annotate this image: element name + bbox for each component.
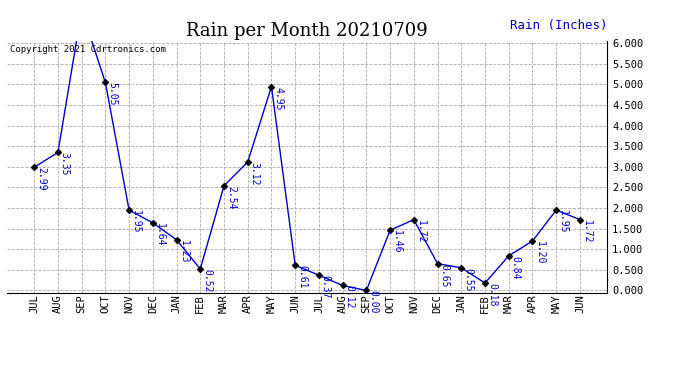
Text: 0.61: 0.61	[297, 266, 307, 289]
Text: 0.65: 0.65	[440, 264, 449, 287]
Text: 1.95: 1.95	[131, 210, 141, 234]
Text: 0.18: 0.18	[487, 283, 497, 306]
Text: 0.37: 0.37	[321, 275, 331, 299]
Text: 6.80: 6.80	[0, 374, 1, 375]
Text: 4.95: 4.95	[273, 87, 284, 110]
Text: 1.46: 1.46	[392, 230, 402, 254]
Text: 0.52: 0.52	[202, 269, 213, 292]
Text: 0.84: 0.84	[511, 256, 521, 279]
Text: 2.99: 2.99	[36, 167, 46, 191]
Text: 0.12: 0.12	[344, 285, 355, 309]
Text: 0.00: 0.00	[368, 291, 378, 314]
Text: 1.95: 1.95	[558, 210, 568, 234]
Text: 1.20: 1.20	[534, 241, 544, 264]
Title: Rain per Month 20210709: Rain per Month 20210709	[186, 22, 428, 40]
Text: Copyright 2021 Cdrtronics.com: Copyright 2021 Cdrtronics.com	[10, 45, 166, 54]
Text: 1.72: 1.72	[416, 220, 426, 243]
Text: 1.23: 1.23	[179, 240, 188, 263]
Text: 1.64: 1.64	[155, 223, 165, 246]
Text: 3.12: 3.12	[250, 162, 259, 185]
Text: 0.55: 0.55	[463, 268, 473, 291]
Text: 2.54: 2.54	[226, 186, 236, 209]
Text: 3.35: 3.35	[60, 153, 70, 176]
Text: Rain (Inches): Rain (Inches)	[510, 20, 607, 33]
Text: 1.72: 1.72	[582, 220, 592, 243]
Text: 5.05: 5.05	[108, 82, 117, 106]
